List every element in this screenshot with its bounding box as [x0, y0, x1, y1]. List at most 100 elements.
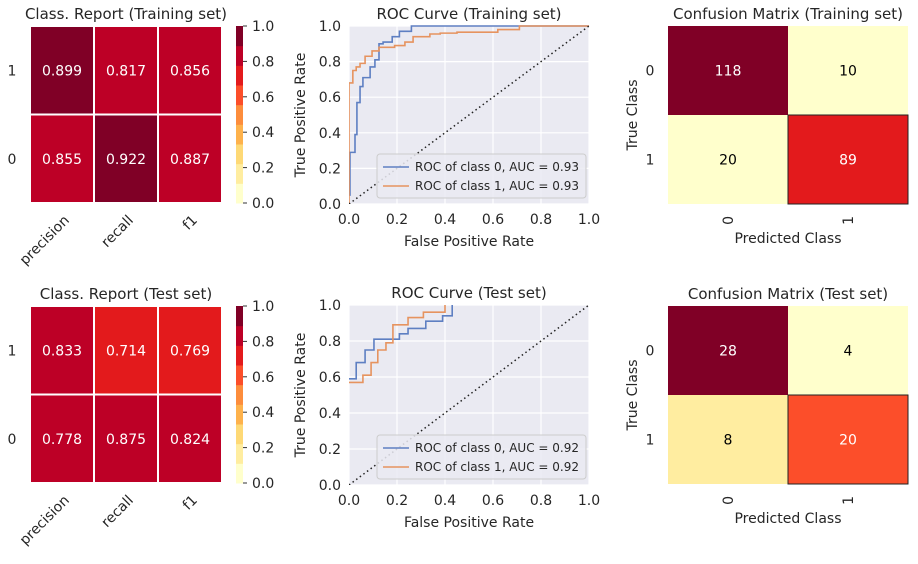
cell-value-label: 0.817 [106, 63, 146, 79]
roc-curve-class-1 [349, 25, 589, 204]
roc-curve-class-0 [349, 305, 453, 380]
cell-value-label: 4 [844, 344, 853, 360]
heatmap-cell [93, 305, 159, 396]
legend-label: ROC of class 1, AUC = 0.93 [415, 179, 579, 193]
y-tick-label: 0.2 [319, 442, 341, 458]
colorbar-tick-label: 0.2 [252, 441, 274, 457]
chart-title: Class. Report (Test set) [40, 285, 212, 303]
x-tick-label: 1.0 [578, 493, 600, 509]
x-tick-label: 0.8 [530, 212, 552, 228]
row-tick-label: 0 [646, 344, 655, 360]
colorbar-segment [236, 124, 243, 145]
x-tick-label: 0.4 [434, 212, 456, 228]
colorbar-tick-label: 0.8 [252, 334, 274, 350]
heatmap-cell [668, 115, 788, 204]
y-axis-label: True Positive Rate [293, 53, 309, 179]
colorbar-segment [236, 365, 243, 386]
colorbar-segment [236, 144, 243, 165]
y-tick-label: 1.0 [319, 298, 341, 314]
heatmap-cell [668, 395, 788, 484]
y-axis-label: True Positive Rate [293, 333, 309, 459]
x-tick-label: 0.8 [530, 493, 552, 509]
colorbar-segment [236, 183, 243, 204]
colorbar-tick-label: 0.0 [252, 196, 274, 212]
cell-value-label: 0.875 [106, 432, 146, 448]
y-axis-label: True Class [625, 79, 641, 151]
heatmap-cell [788, 26, 908, 115]
column-tick-label: 0 [721, 216, 737, 225]
legend-box [376, 153, 587, 199]
cell-value-label: 0.855 [42, 152, 82, 168]
heatmap-cell [29, 393, 95, 484]
column-tick-label: precision [17, 493, 73, 549]
cell-value-label: 20 [719, 153, 737, 169]
colorbar-tick-label: 1.0 [252, 19, 274, 35]
cell-value-label: 118 [715, 64, 742, 80]
x-tick-label: 0.0 [338, 212, 360, 228]
cell-value-label: 0.856 [170, 63, 210, 79]
heatmap-cell [668, 26, 788, 115]
x-tick-label: 0.0 [338, 493, 360, 509]
x-tick-label: 0.4 [434, 493, 456, 509]
row-tick-label: 1 [8, 63, 17, 79]
x-axis-label: Predicted Class [734, 231, 841, 247]
heatmap-cell [157, 305, 223, 396]
x-tick-label: 0.6 [482, 212, 504, 228]
column-tick-label: recall [99, 213, 137, 251]
row-tick-label: 1 [646, 433, 655, 449]
heatmap-cell [668, 306, 788, 395]
row-tick-label: 0 [646, 64, 655, 80]
heatmap-cell [93, 25, 159, 116]
cell-value-label: 0.922 [106, 152, 146, 168]
colorbar-segment [236, 424, 243, 445]
colorbar-segment [236, 463, 243, 484]
colorbar-segment [236, 325, 243, 346]
panel-3: Class. Report (Test set) 0.833 0.714 0.769 0… [8, 285, 275, 548]
x-tick-label: 0.2 [386, 493, 408, 509]
column-tick-label: 1 [841, 216, 857, 225]
heatmap-cell [157, 393, 223, 484]
row-tick-label: 0 [8, 432, 17, 448]
panel-4: ROC Curve (Test set) 0.0 0.2 0.4 0.6 0.8 1.0 0.… [293, 284, 600, 531]
chart-title: ROC Curve (Training set) [376, 5, 561, 23]
colorbar-tick-label: 1.0 [252, 299, 274, 315]
row-tick-label: 0 [8, 152, 17, 168]
row-tick-label: 1 [646, 153, 655, 169]
heatmap-cell [157, 113, 223, 204]
legend-label: ROC of class 1, AUC = 0.92 [415, 460, 579, 474]
y-axis-label: True Class [625, 359, 641, 431]
x-tick-label: 1.0 [578, 212, 600, 228]
x-axis-label: False Positive Rate [404, 234, 534, 250]
colorbar-segment [236, 65, 243, 86]
colorbar-tick-label: 0.0 [252, 476, 274, 492]
chart-title: ROC Curve (Test set) [391, 284, 546, 302]
colorbar-tick-label: 0.8 [252, 54, 274, 70]
y-tick-label: 0.8 [319, 334, 341, 350]
cell-value-label: 89 [839, 153, 857, 169]
x-tick-label: 0.2 [386, 212, 408, 228]
colorbar-segment [236, 85, 243, 106]
panel-0: Class. Report (Training set) 0.899 0.817 0.… [8, 5, 275, 268]
chart-title: Class. Report (Training set) [25, 5, 227, 23]
y-tick-label: 0.4 [319, 126, 341, 142]
colorbar-segment [236, 26, 243, 47]
cell-value-label: 10 [839, 64, 857, 80]
cell-value-label: 8 [724, 433, 733, 449]
heatmap-cell [788, 306, 908, 395]
y-tick-label: 0.0 [319, 197, 341, 213]
colorbar-tick-label: 0.6 [252, 370, 274, 386]
column-tick-label: 1 [841, 496, 857, 505]
chart-title: Confusion Matrix (Training set) [673, 5, 903, 23]
row-tick-label: 1 [8, 343, 17, 359]
roc-curve-class-0 [349, 25, 589, 196]
heatmap-cell [93, 113, 159, 204]
colorbar-segment [236, 345, 243, 366]
y-tick-label: 0.8 [319, 55, 341, 71]
colorbar-tick-label: 0.6 [252, 90, 274, 106]
column-tick-label: f1 [180, 213, 201, 234]
cell-value-label: 0.778 [42, 432, 82, 448]
column-tick-label: recall [99, 493, 137, 531]
legend-label: ROC of class 0, AUC = 0.93 [415, 160, 579, 174]
